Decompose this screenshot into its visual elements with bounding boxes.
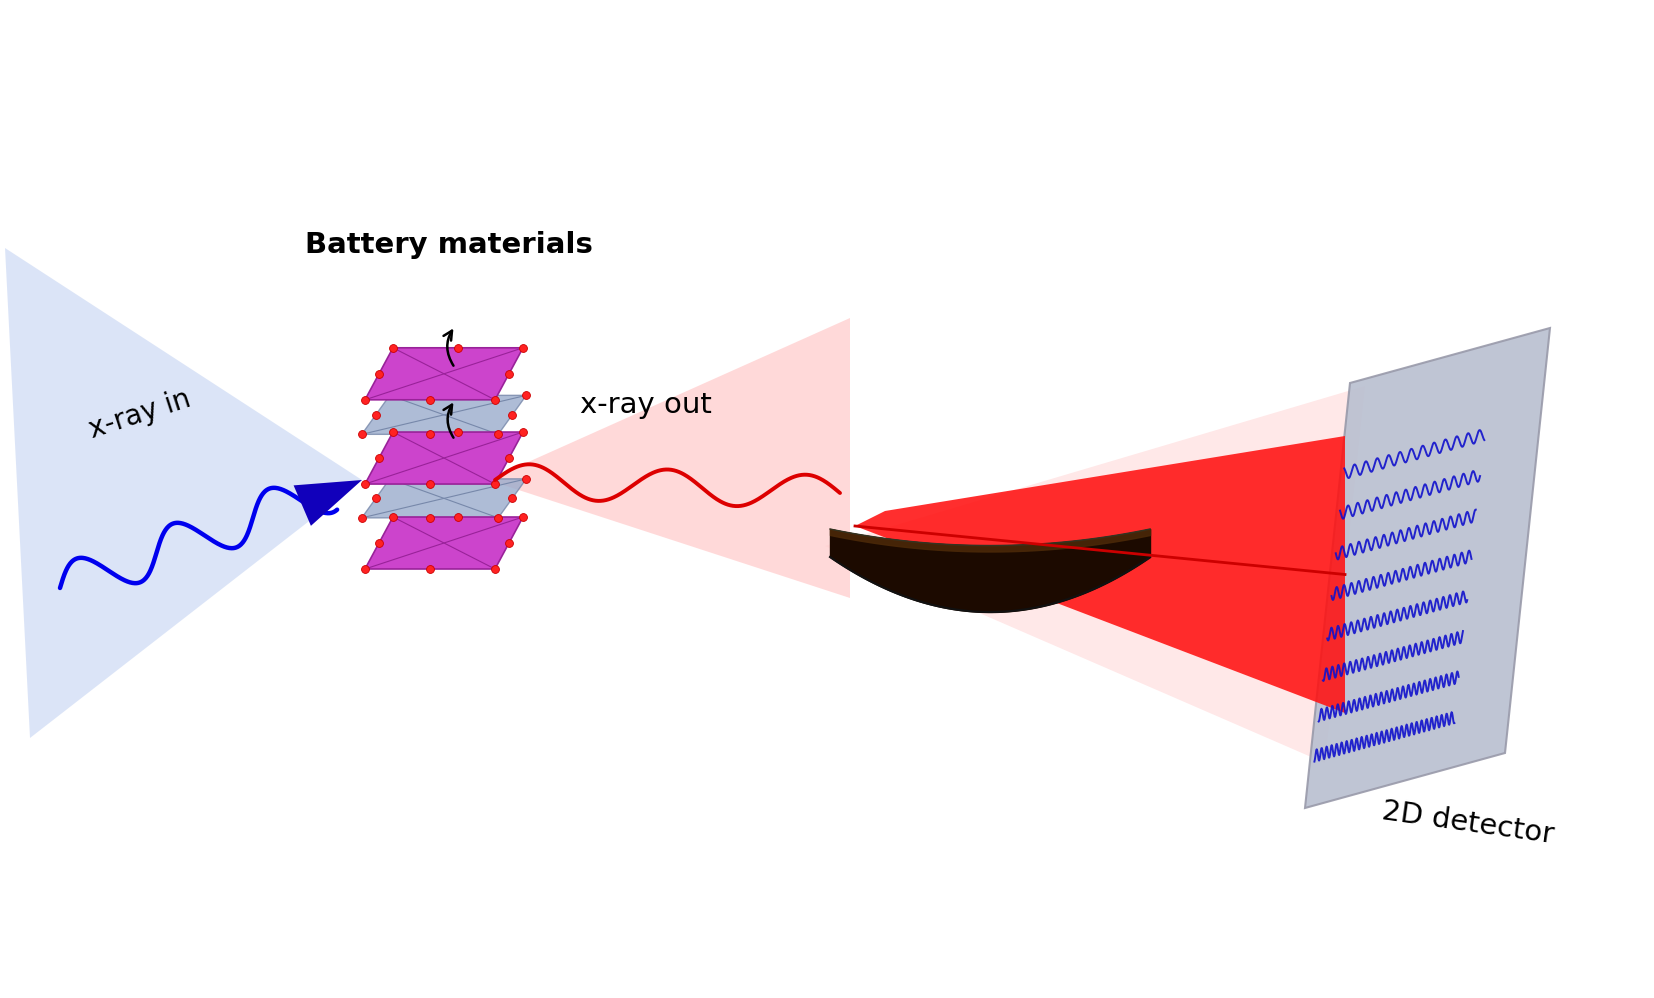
Point	[513, 471, 539, 487]
Point	[417, 392, 443, 408]
Point	[366, 366, 392, 382]
Point	[481, 476, 508, 492]
Point	[445, 387, 471, 403]
Point	[362, 490, 389, 506]
Point	[496, 366, 523, 382]
Point	[481, 561, 508, 577]
Point	[349, 426, 375, 442]
Point	[377, 471, 404, 487]
Point	[417, 510, 443, 526]
Point	[366, 450, 392, 466]
Polygon shape	[366, 347, 523, 400]
Point	[481, 392, 508, 408]
Point	[496, 450, 523, 466]
Point	[362, 407, 389, 423]
Point	[496, 535, 523, 551]
Point	[352, 476, 379, 492]
Point	[377, 387, 404, 403]
Point	[352, 561, 379, 577]
Point	[509, 424, 536, 440]
Point	[485, 426, 511, 442]
Point	[366, 535, 392, 551]
Polygon shape	[362, 479, 526, 518]
Polygon shape	[294, 480, 362, 526]
Point	[509, 339, 536, 355]
Point	[485, 510, 511, 526]
Polygon shape	[1305, 328, 1550, 808]
Point	[380, 424, 407, 440]
Polygon shape	[366, 517, 523, 569]
Point	[500, 407, 526, 423]
Point	[417, 561, 443, 577]
Polygon shape	[366, 432, 523, 484]
Point	[500, 490, 526, 506]
Polygon shape	[5, 248, 362, 738]
Text: x-ray out: x-ray out	[581, 391, 711, 419]
Point	[513, 387, 539, 403]
Point	[352, 392, 379, 408]
Polygon shape	[488, 318, 850, 598]
Polygon shape	[855, 436, 1345, 713]
Polygon shape	[362, 395, 526, 434]
Point	[445, 339, 471, 355]
Text: x-ray in: x-ray in	[84, 385, 194, 444]
Text: Battery materials: Battery materials	[304, 231, 592, 259]
Point	[380, 339, 407, 355]
Point	[417, 426, 443, 442]
Polygon shape	[825, 386, 1365, 763]
Point	[445, 424, 471, 440]
Point	[380, 509, 407, 525]
Point	[445, 509, 471, 525]
Point	[417, 476, 443, 492]
Point	[349, 510, 375, 526]
Text: 2D detector: 2D detector	[1379, 797, 1555, 849]
Point	[445, 471, 471, 487]
Point	[509, 509, 536, 525]
